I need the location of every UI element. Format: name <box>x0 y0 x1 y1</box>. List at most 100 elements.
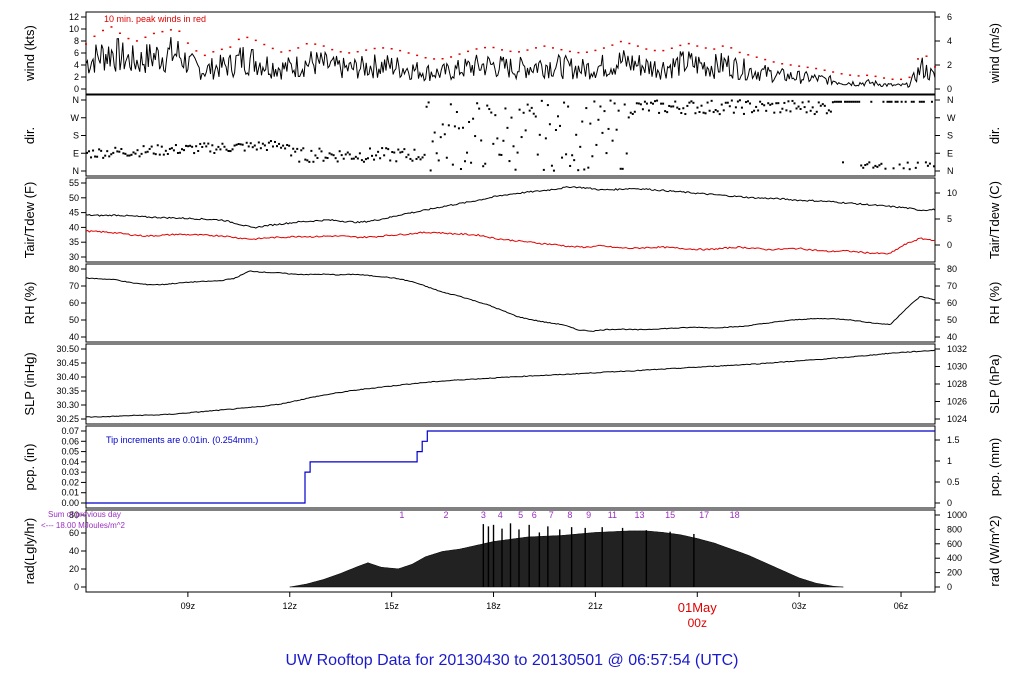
direction-point <box>736 100 739 103</box>
peak-wind-mark <box>560 48 563 51</box>
direction-point <box>532 112 535 115</box>
direction-point <box>649 101 652 104</box>
direction-point <box>918 100 921 103</box>
y-tick-label: 55 <box>69 178 79 188</box>
direction-point <box>678 108 681 111</box>
direction-point <box>371 154 374 157</box>
y-tick-label: 0.00 <box>61 498 79 508</box>
direction-point <box>801 101 804 104</box>
direction-point <box>132 151 135 154</box>
y-tick-label-right: 1028 <box>947 379 967 389</box>
peak-wind-mark <box>305 43 308 45</box>
y-tick-label: 40 <box>69 332 79 342</box>
time-axis: 09z 12z 15z 18z 21z 00z 03z 06z 01May <box>181 592 909 630</box>
direction-point <box>156 144 159 147</box>
direction-point <box>257 141 260 144</box>
peak-wind-mark <box>602 47 605 49</box>
direction-point <box>187 145 190 148</box>
direction-point <box>413 148 416 151</box>
peak-wind-mark <box>152 32 155 35</box>
direction-point <box>459 168 462 171</box>
direction-point <box>554 128 557 131</box>
direction-point <box>409 157 412 160</box>
direction-point <box>775 102 778 105</box>
y-tick-label-right: 10 <box>947 188 957 198</box>
direction-point <box>694 112 697 115</box>
direction-point <box>431 140 434 143</box>
direction-point <box>805 111 808 114</box>
y-tick-label-right: 1032 <box>947 344 967 354</box>
direction-point <box>821 103 824 106</box>
peak-wind-mark <box>365 49 368 51</box>
direction-point <box>441 123 444 126</box>
direction-point <box>249 142 252 145</box>
direction-point <box>324 156 327 159</box>
direction-point <box>676 106 679 109</box>
direction-point <box>664 110 667 113</box>
direction-point <box>607 127 610 130</box>
y-tick-label: N <box>73 166 80 176</box>
peak-wind-mark <box>348 52 351 54</box>
direction-point <box>799 107 802 110</box>
direction-point <box>724 101 727 104</box>
peak-wind-mark <box>534 47 537 49</box>
peak-wind-mark <box>645 48 648 50</box>
direction-point <box>884 167 887 170</box>
peak-wind-mark <box>840 73 843 75</box>
direction-point <box>314 154 317 157</box>
direction-point <box>267 141 270 144</box>
direction-point <box>227 149 230 152</box>
x-tick-label: 00z <box>688 616 707 630</box>
direction-point <box>791 99 794 102</box>
direction-point <box>144 151 147 154</box>
y-tick-label-right: 200 <box>947 568 962 578</box>
humidity-ylabel-right: RH (%) <box>987 282 1002 325</box>
y-tick-label-right: 400 <box>947 553 962 563</box>
direction-point <box>643 100 646 103</box>
direction-point <box>777 102 780 105</box>
direction-point <box>842 161 845 164</box>
direction-point <box>92 149 95 152</box>
direction-point <box>565 153 568 156</box>
direction-point <box>350 157 353 160</box>
solar-hour-label: 3 <box>481 510 486 520</box>
peak-wind-mark <box>730 47 733 49</box>
direction-point <box>924 161 927 164</box>
direction-point <box>765 109 768 112</box>
direction-point <box>850 100 853 103</box>
direction-point <box>366 157 369 160</box>
humidity-panel: RH (%) RH (%) 40 50 60 70 80 40 50 60 70 80 <box>22 263 1002 343</box>
direction-point <box>844 100 847 103</box>
direction-point <box>296 147 299 150</box>
direction-point <box>138 155 141 158</box>
direction-point <box>387 148 390 151</box>
direction-point <box>247 145 250 148</box>
peak-wind-mark <box>297 47 300 49</box>
direction-point <box>377 150 380 153</box>
direction-point <box>771 102 774 105</box>
pressure-series-0 <box>85 349 936 418</box>
direction-point <box>195 145 198 148</box>
peak-wind-mark <box>721 45 724 47</box>
direction-point <box>720 103 723 106</box>
direction-point <box>831 101 834 104</box>
direction-point <box>506 126 509 129</box>
direction-point <box>253 144 256 147</box>
direction-point <box>178 151 181 154</box>
y-tick-label-right: 600 <box>947 539 962 549</box>
direction-point <box>538 133 541 136</box>
direction-point <box>164 149 167 152</box>
direction-point <box>209 150 212 153</box>
direction-point <box>635 102 638 105</box>
solar-hour-label: 8 <box>567 510 572 520</box>
y-tick-label-right: 50 <box>947 315 957 325</box>
direction-point <box>637 102 640 105</box>
direction-point <box>389 159 392 162</box>
direction-point <box>166 152 169 155</box>
direction-point <box>344 153 347 156</box>
peak-wind-mark <box>925 55 928 57</box>
direction-point <box>401 150 404 153</box>
direction-point <box>207 142 210 145</box>
y-tick-label: N <box>73 95 80 105</box>
direction-point <box>536 153 539 156</box>
